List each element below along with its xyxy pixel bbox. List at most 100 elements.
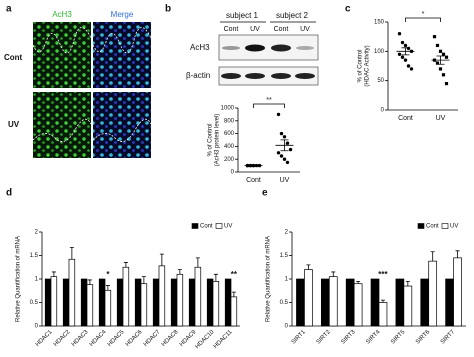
panel-label: e: [262, 188, 268, 199]
point: [397, 32, 402, 36]
error-bar: [331, 271, 336, 277]
blot-group: subject 1: [226, 11, 259, 20]
micrograph: [93, 22, 151, 88]
blot: [218, 66, 319, 86]
y-tick-label: 0.5: [280, 300, 289, 306]
legend-swatch: [215, 223, 223, 229]
point: [400, 55, 405, 59]
y-axis-label: % of Control: [358, 49, 364, 82]
panel-label: d: [6, 188, 12, 199]
lane-label: Cont: [274, 26, 289, 33]
legend-swatch: [191, 223, 199, 229]
y-tick-label: 0: [35, 324, 39, 330]
bar: [98, 278, 106, 327]
point: [406, 64, 411, 68]
y-tick-label: 1.5: [280, 253, 289, 259]
point: [276, 112, 281, 117]
blot-row-label: AcH3: [190, 43, 210, 52]
blot-group: subject 2: [276, 11, 309, 20]
significance-bracket: [405, 17, 441, 22]
annotation: **: [231, 270, 238, 279]
point: [400, 40, 405, 45]
x-tick-label: Cont: [398, 115, 413, 122]
point: [403, 58, 408, 62]
y-tick-label: 1: [35, 277, 39, 283]
error-bar: [455, 250, 460, 258]
legend-swatch: [417, 223, 425, 229]
error-bar: [306, 264, 311, 270]
bar: [152, 278, 160, 327]
annotation: ***: [378, 270, 388, 279]
y-axis-label: (AcH3 protein level): [215, 114, 221, 167]
bar: [68, 258, 76, 327]
band: [245, 73, 265, 79]
x-tick-label: HDAC3: [71, 329, 90, 348]
error-bar: [141, 276, 146, 284]
x-tick-label: HDAC7: [143, 329, 162, 348]
x-tick-label: HDAC4: [89, 329, 108, 348]
y-axis-label: (HDAC Activity): [365, 45, 371, 86]
bar: [170, 278, 178, 327]
micrograph: [33, 92, 91, 158]
point: [285, 141, 290, 145]
bar: [328, 276, 338, 327]
point: [276, 151, 281, 155]
bar: [122, 266, 130, 327]
x-tick-label: HDAC11: [213, 329, 234, 350]
band: [271, 73, 291, 79]
bar: [428, 260, 438, 327]
x-tick-label: HDAC8: [161, 329, 180, 348]
bar: [212, 281, 220, 327]
band: [245, 44, 265, 52]
point: [403, 43, 408, 48]
boundary: [32, 118, 92, 142]
boundary: [92, 27, 152, 54]
y-axis-label: % of Control: [208, 123, 214, 156]
bar: [453, 257, 462, 327]
y-tick-label: 2: [35, 230, 39, 236]
error-bar: [195, 257, 200, 268]
bar: [188, 278, 196, 327]
bar: [176, 273, 184, 327]
x-tick-label: HDAC5: [107, 329, 126, 348]
error-bar: [69, 247, 74, 260]
error-bar: [231, 291, 236, 297]
bar: [44, 278, 52, 327]
error-bar: [405, 280, 410, 287]
point: [406, 46, 411, 51]
error-bar: [177, 269, 182, 275]
image-col-label: Merge: [111, 10, 134, 19]
error-bar: [123, 262, 128, 268]
x-tick-label: SIRT2: [316, 329, 333, 346]
point: [285, 160, 290, 165]
annotation: *: [106, 270, 110, 279]
bar: [353, 283, 363, 327]
lane-label: UV: [250, 26, 260, 33]
x-tick-label: SIRT6: [415, 329, 432, 346]
x-tick-label: SIRT4: [365, 329, 382, 346]
bar: [403, 285, 413, 327]
y-tick-label: 150: [374, 20, 385, 26]
y-tick-label: 2: [285, 230, 289, 236]
y-axis-label: Relative Quantification of mRNA: [266, 236, 272, 322]
boundary: [92, 118, 152, 142]
legend-swatch: [441, 223, 449, 229]
image-row-label: UV: [8, 120, 20, 129]
bar: [224, 278, 232, 327]
y-tick-label: 200: [224, 157, 235, 163]
bar: [445, 278, 454, 327]
bar: [194, 266, 202, 327]
legend-label: Cont: [426, 224, 439, 230]
y-tick-label: 1.5: [30, 253, 39, 259]
bar: [304, 269, 313, 327]
y-tick-label: 0: [381, 108, 385, 114]
point: [441, 73, 446, 77]
error-bar: [51, 271, 56, 277]
error-bar: [356, 280, 361, 284]
x-tick-label: HDAC6: [125, 329, 144, 348]
bar: [320, 278, 330, 327]
bar: [296, 278, 305, 327]
x-tick-label: UV: [436, 115, 446, 122]
point: [438, 49, 443, 53]
